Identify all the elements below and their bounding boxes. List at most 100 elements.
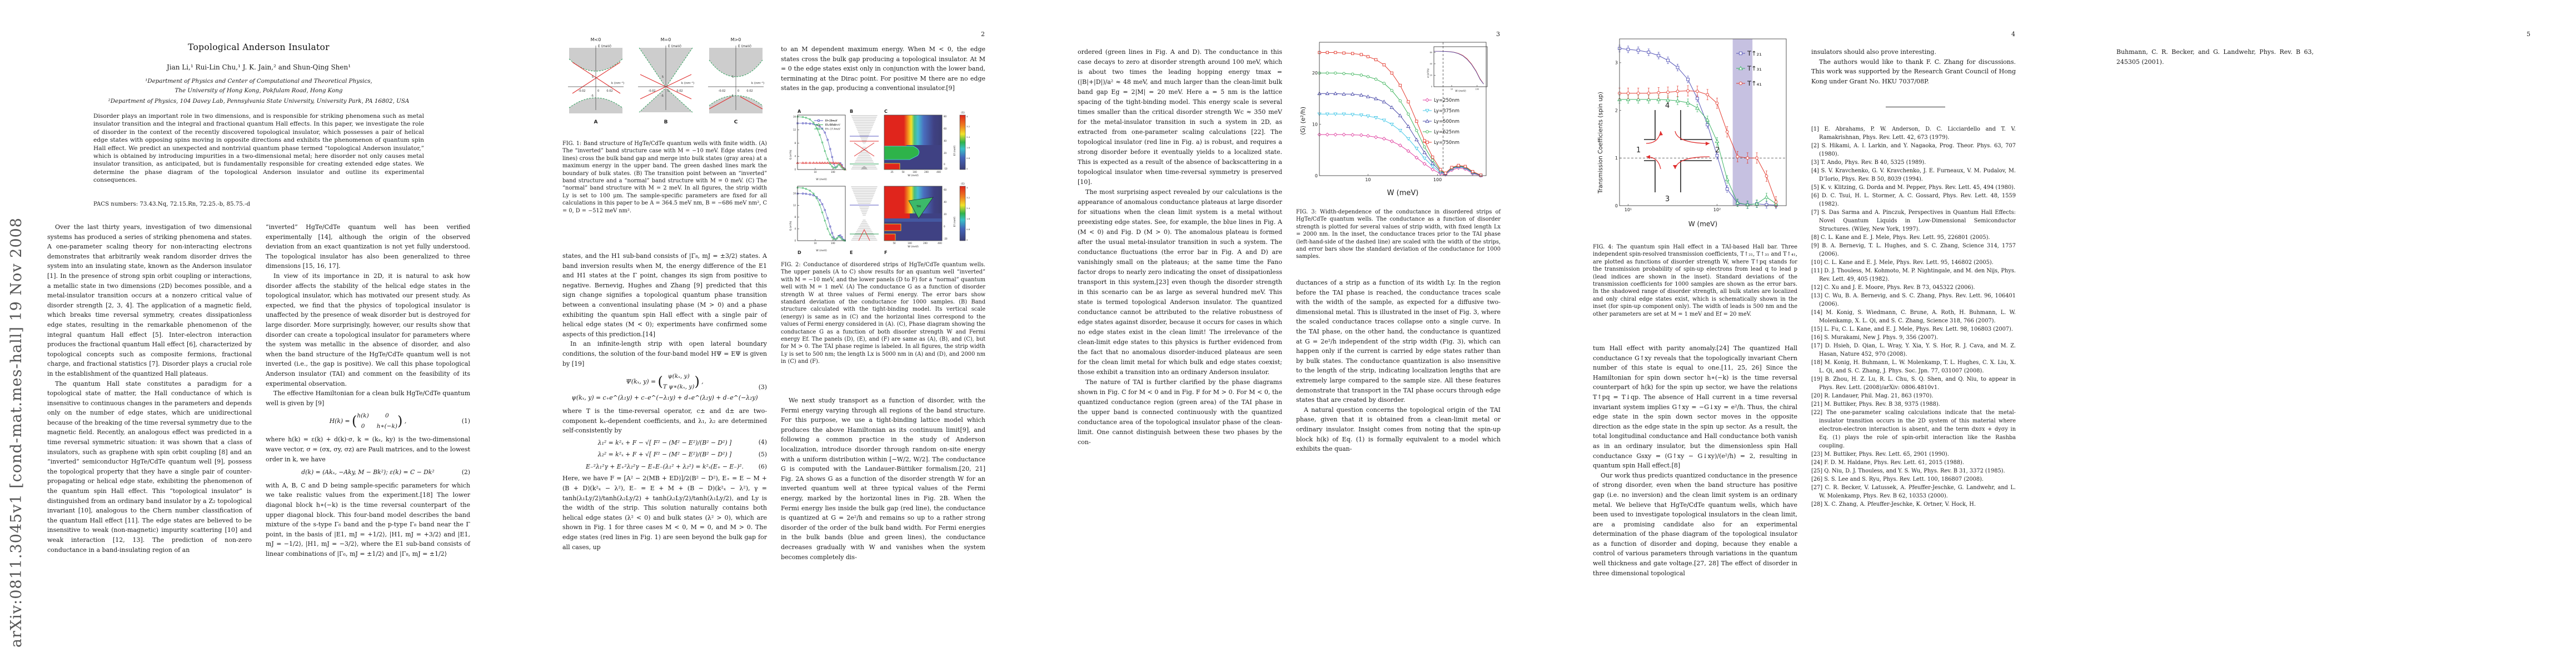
fig3-inset-xlabel: W (meV) bbox=[1455, 90, 1466, 93]
page-number: 2 bbox=[981, 31, 985, 38]
svg-text:0: 0 bbox=[944, 225, 945, 228]
svg-text:1: 1 bbox=[1636, 146, 1641, 155]
svg-text:E (meV): E (meV) bbox=[668, 44, 681, 48]
svg-text:0: 0 bbox=[1315, 173, 1318, 178]
svg-text:A: A bbox=[798, 109, 801, 114]
svg-text:-10: -10 bbox=[944, 167, 948, 170]
svg-text:0: 0 bbox=[794, 239, 796, 242]
affiliation-3: ²Department of Physics, 104 Davey Lab, P… bbox=[108, 98, 410, 104]
svg-text:20: 20 bbox=[1312, 71, 1318, 76]
svg-text:-5: -5 bbox=[661, 94, 664, 98]
svg-text:4: 4 bbox=[1665, 102, 1670, 110]
pacs-numbers: PACS numbers: 73.43.Nq, 72.15.Rn, 72.25.… bbox=[93, 201, 251, 207]
svg-text:3: 3 bbox=[1615, 61, 1618, 66]
svg-text:20: 20 bbox=[944, 152, 947, 155]
p2-column-1: states, and the H1 sub-band consists of … bbox=[562, 251, 767, 552]
figure-4-hall-bar: 10¹ 10² 0 1 2 3 T↑₂₁ T↑₃₁ T↑₄₁ 1 bbox=[1593, 32, 1797, 239]
p4-column-2-top: insulators should also prove interesting… bbox=[1811, 47, 2016, 86]
svg-text:T↑₄₁: T↑₄₁ bbox=[1747, 79, 1762, 87]
fig2-panel-E-bandstructure bbox=[850, 186, 879, 241]
svg-text:100: 100 bbox=[1476, 88, 1479, 90]
svg-text:C: C bbox=[734, 120, 738, 125]
p1-column-2: “inverted” HgTe/CdTe quantum well has be… bbox=[266, 222, 470, 559]
svg-text:5: 5 bbox=[592, 76, 594, 79]
svg-text:40: 40 bbox=[944, 201, 947, 203]
fig4-chart: 10¹ 10² 0 1 2 3 T↑₂₁ T↑₃₁ T↑₄₁ 1 bbox=[1615, 38, 1787, 212]
svg-text:16: 16 bbox=[793, 192, 796, 195]
svg-text:Ly=750nm: Ly=750nm bbox=[1434, 140, 1459, 146]
paren: ) bbox=[397, 413, 403, 429]
fig1-panel-B: M=0 E (meV) k (nm⁻¹) -0.02 0 0.02 bbox=[638, 37, 694, 125]
svg-text:1: 1 bbox=[1615, 156, 1618, 161]
fig4-plot: 10¹ 10² 0 1 2 3 T↑₂₁ T↑₃₁ T↑₄₁ bbox=[1615, 38, 1787, 212]
svg-text:Ly=375nm: Ly=375nm bbox=[1434, 108, 1459, 114]
acknowledgment: The authors would like to thank F. C. Zh… bbox=[1811, 58, 2016, 85]
svg-text:200: 200 bbox=[924, 171, 929, 173]
page-number: 5 bbox=[2527, 31, 2530, 38]
fig1-chart: M<0 E (meV) k (nm⁻¹) -0.02 0 0.02 5 -5 bbox=[568, 37, 764, 125]
svg-text:40: 40 bbox=[1430, 63, 1432, 65]
paragraph: ductances of a strip as a function of it… bbox=[1296, 279, 1501, 404]
svg-text:TAI: TAI bbox=[916, 205, 921, 208]
svg-text:0: 0 bbox=[1431, 86, 1432, 88]
svg-text:10: 10 bbox=[814, 171, 817, 173]
reference-continuation: Buhmann, C. R. Becker, and G. Landwehr, … bbox=[2116, 48, 2314, 66]
reference: [10] C. L. Kane and E. J. Mele, Phys. Re… bbox=[1811, 260, 1994, 266]
page-1: arXiv:0811.3045v1 [cond-mat.mes-hall] 19… bbox=[0, 0, 516, 667]
p4-column-1: tum Hall effect with parity anomaly.[24]… bbox=[1593, 344, 1797, 578]
paragraph: where h(k) = ε(k) + d(k)·σ, k = (kₓ, ky)… bbox=[266, 436, 470, 463]
svg-text:W (meV): W (meV) bbox=[816, 249, 827, 252]
paragraph: The quantum Hall state constitutes a par… bbox=[47, 380, 252, 554]
svg-text:B: B bbox=[664, 120, 668, 125]
svg-text:W (meV): W (meV) bbox=[816, 178, 827, 181]
svg-text:10: 10 bbox=[1312, 122, 1318, 127]
fig2-ylabel-F: Ef (meV) bbox=[953, 216, 956, 227]
svg-text:3: 3 bbox=[1665, 195, 1670, 203]
svg-text:1.6: 1.6 bbox=[966, 217, 970, 220]
reference: [25] Q. Niu, D. J. Thouless, and Y. S. W… bbox=[1811, 468, 2005, 474]
fig3-caption: FIG. 3: Width-dependence of the conducta… bbox=[1296, 209, 1501, 260]
fig3-chart: 10 10001020Ly=250nmLy=375nmLy=500nmLy=625… bbox=[1312, 42, 1488, 182]
reference: [11] D. J. Thouless, M. Kohmoto, M. P. N… bbox=[1811, 268, 2016, 282]
fig2-panel-F-phase-diagram: TAI 60 40 20 0 -20 50 100 200 400 W (meV… bbox=[884, 186, 948, 248]
svg-text:Ef=-17.4meV: Ef=-17.4meV bbox=[825, 123, 840, 126]
svg-text:0: 0 bbox=[738, 89, 739, 93]
svg-text:50: 50 bbox=[901, 171, 905, 173]
equation-4: λ₁² = k²ₓ + F − √[ F² − (M² − E²)/(B² − … bbox=[597, 439, 767, 446]
reference: [6] D. C. Tsui, H. L. Stormer, A. C. Gos… bbox=[1811, 193, 2016, 207]
reference: [22] The one-parameter scaling calculati… bbox=[1811, 410, 2016, 449]
svg-text:100: 100 bbox=[913, 171, 917, 173]
fig3-inset-ylabel: σ (e²/h) bbox=[1427, 68, 1430, 78]
svg-text:2.4: 2.4 bbox=[966, 207, 970, 210]
svg-text:C: C bbox=[884, 109, 888, 114]
reference: [18] M. Konig, H. Buhmann, L. W. Molenka… bbox=[1811, 360, 2016, 374]
paragraph: In view of its importance in 2D, it is n… bbox=[266, 272, 470, 387]
svg-text:⟨G⟩: ⟨G⟩ bbox=[961, 111, 965, 115]
affiliation-2: The University of Hong Kong, Pokfulam Ro… bbox=[175, 87, 343, 94]
paragraph: where T is the time-reversal operator, c… bbox=[562, 407, 767, 435]
svg-text:5: 5 bbox=[662, 76, 664, 79]
svg-text:0: 0 bbox=[667, 89, 669, 93]
svg-text:F: F bbox=[884, 250, 887, 255]
svg-text:0: 0 bbox=[794, 168, 796, 171]
equation-1: H(k) = (h(k) 0 0 h∗(−k)) , (1) bbox=[266, 411, 470, 431]
reference: [24] F. D. M. Haldane, Phys. Rev. Lett. … bbox=[1811, 460, 1964, 466]
fig2-panel-B-bandstructure bbox=[850, 115, 879, 170]
svg-text:200: 200 bbox=[923, 242, 928, 245]
p5-column-1: Buhmann, C. R. Becker, and G. Landwehr, … bbox=[2116, 47, 2314, 67]
arxiv-sidebar-label: arXiv:0811.3045v1 [cond-mat.mes-hall] 19… bbox=[8, 217, 25, 648]
fig2-ylabel-D: G (e²/h) bbox=[790, 221, 793, 231]
svg-text:M<0: M<0 bbox=[591, 37, 601, 42]
svg-text:D: D bbox=[798, 250, 801, 255]
page-3: 3 ordered (green lines in Fig. A and D).… bbox=[1030, 0, 1546, 667]
svg-text:0: 0 bbox=[966, 167, 968, 170]
svg-text:0.8: 0.8 bbox=[966, 157, 970, 160]
fig2-caption: FIG. 2: Conductance of disordered strips… bbox=[781, 262, 985, 365]
svg-text:100: 100 bbox=[908, 242, 912, 245]
svg-text:0: 0 bbox=[597, 89, 599, 93]
svg-text:-0.02: -0.02 bbox=[719, 89, 726, 93]
svg-text:20: 20 bbox=[1430, 74, 1432, 77]
fig1-panel-A: M<0 E (meV) k (nm⁻¹) -0.02 0 0.02 5 -5 bbox=[568, 37, 624, 125]
